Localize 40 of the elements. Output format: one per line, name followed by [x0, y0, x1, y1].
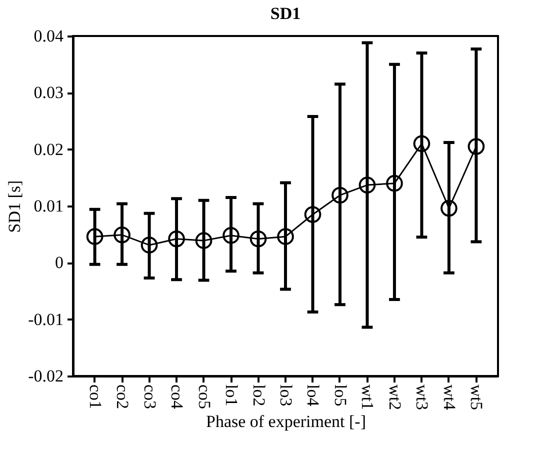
x-tick-label: wt5	[467, 384, 486, 410]
y-tick-label: 0.03	[34, 83, 64, 102]
point	[140, 236, 158, 254]
point	[277, 228, 294, 245]
point	[332, 186, 348, 204]
point	[468, 138, 485, 155]
x-tick-label: wt4	[440, 384, 459, 410]
x-tick-label: wt1	[358, 384, 378, 410]
point	[413, 135, 430, 152]
y-tick-label: 0.04	[34, 26, 64, 46]
x-tick-label: co4	[168, 384, 187, 410]
x-tick-label: lo4	[304, 384, 323, 407]
x-tick-label: co2	[113, 384, 132, 410]
point	[304, 206, 322, 223]
x-tick-label: lo2	[249, 384, 268, 406]
x-tick-label: lo3	[276, 384, 296, 406]
point	[222, 227, 240, 244]
x-tick-label: wt2	[385, 384, 404, 410]
y-tick-label: 0	[55, 253, 64, 272]
x-tick-label: co3	[140, 384, 160, 410]
point	[86, 228, 104, 245]
point	[114, 226, 130, 244]
point	[195, 232, 212, 249]
x-axis-title: Phase of experiment [-]	[206, 412, 366, 431]
x-tick-label: lo1	[222, 384, 242, 406]
y-tick-label: 0.01	[34, 196, 64, 216]
point	[250, 230, 267, 248]
x-tick-label: co1	[86, 384, 105, 410]
y-tick-label: 0.02	[34, 140, 64, 159]
y-axis-title: SD1 [s]	[5, 180, 24, 233]
point	[440, 200, 458, 217]
y-tick-label: -0.01	[28, 310, 64, 329]
x-tick-label: co5	[194, 384, 214, 410]
chart-title: SD1	[270, 4, 301, 23]
point	[168, 230, 185, 248]
point	[358, 176, 376, 194]
x-tick-label: lo5	[330, 384, 350, 406]
x-tick-label: wt3	[412, 384, 432, 410]
point	[386, 174, 403, 192]
y-tick-label: -0.02	[28, 366, 64, 386]
